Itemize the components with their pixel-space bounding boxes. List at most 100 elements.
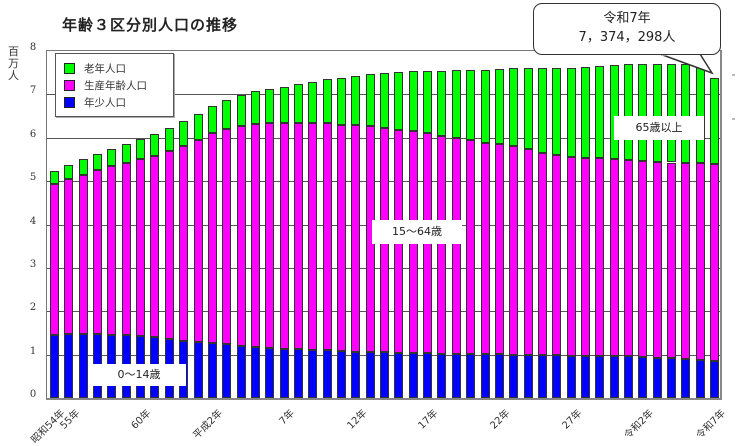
x-tick-label: 令和2年 <box>622 407 656 442</box>
bar-elderly <box>164 128 174 152</box>
decor-dot <box>732 74 735 76</box>
bar-working <box>624 159 633 357</box>
bar-young <box>537 355 547 398</box>
bar-working <box>552 154 562 356</box>
bar-elderly <box>523 67 533 150</box>
bar-young <box>265 347 275 398</box>
bar-stack <box>580 67 590 398</box>
bar-young <box>652 357 662 398</box>
legend-item-working: 生産年齢人口 <box>64 77 147 93</box>
bar-elderly <box>222 99 232 129</box>
bar-young <box>293 349 303 398</box>
bar-elderly <box>150 133 160 156</box>
x-tick-label: 令和7年 <box>694 407 728 442</box>
callout-year: 令和7年 <box>603 11 651 26</box>
callout-total: 令和7年 7，374，298人 <box>533 3 721 55</box>
bar-elderly <box>394 71 404 130</box>
bar-elderly <box>667 63 677 163</box>
bar-elderly <box>437 70 447 136</box>
bar-elderly <box>451 70 461 138</box>
bar-elderly <box>337 77 346 125</box>
legend: 老年人口 生産年齢人口 年少人口 <box>55 53 174 117</box>
bar-stack <box>523 67 533 398</box>
chart-title: 年齢３区分別人口の推移 <box>62 16 239 34</box>
bar-young <box>480 354 490 398</box>
bar-elderly <box>193 113 203 140</box>
bar-young <box>394 352 404 398</box>
bar-stack <box>150 133 160 398</box>
bar-elderly <box>380 72 390 128</box>
bar-young <box>207 343 217 398</box>
bar-elderly <box>78 159 88 175</box>
bar-working <box>250 123 260 347</box>
bar-working <box>207 133 217 344</box>
bar-working <box>222 128 232 345</box>
bar-young <box>638 357 648 398</box>
bar-young <box>423 353 433 398</box>
bar-working <box>236 126 246 346</box>
bar-stack <box>351 76 361 398</box>
bar-elderly <box>710 78 720 165</box>
label-working-age: 15～64歳 <box>372 220 462 244</box>
bar-elderly <box>250 90 260 124</box>
bar-elderly <box>695 63 705 164</box>
bar-working <box>322 123 332 351</box>
bar-stack <box>595 66 605 398</box>
bar-working <box>595 158 605 356</box>
bar-elderly <box>64 165 74 180</box>
bar-elderly <box>580 67 590 158</box>
bar-elderly <box>537 67 547 153</box>
bar-elderly <box>638 64 648 161</box>
bar-stack <box>337 77 346 398</box>
x-tick-label: 60年 <box>129 407 154 432</box>
bar-stack <box>164 128 174 398</box>
legend-swatch-magenta <box>64 79 75 91</box>
bar-stack <box>222 99 232 398</box>
bar-stack <box>652 63 662 398</box>
bar-working <box>136 159 146 336</box>
bar-working <box>150 155 160 338</box>
bar-working <box>710 164 720 362</box>
bar-elderly <box>351 76 361 126</box>
x-tick-label: 平成2年 <box>191 407 226 442</box>
bar-young <box>523 354 533 398</box>
bar-elderly <box>93 153 103 171</box>
bar-elderly <box>681 64 691 164</box>
bar-young <box>624 356 633 398</box>
bar-working <box>681 163 691 359</box>
bar-working <box>351 125 361 352</box>
bar-working <box>638 160 648 358</box>
bar-young <box>609 356 619 398</box>
bar-stack <box>451 70 461 398</box>
y-tick-label: 8 <box>29 42 37 53</box>
bar-young <box>78 334 88 398</box>
x-tick-label: 27年 <box>560 407 585 432</box>
bar-young <box>337 351 346 398</box>
bar-working <box>509 146 519 355</box>
bar-stack <box>537 67 547 398</box>
bar-elderly <box>107 148 117 167</box>
bar-elderly <box>494 68 504 144</box>
bar-young <box>408 352 418 398</box>
bar-working <box>293 123 303 350</box>
legend-item-elderly: 老年人口 <box>64 60 126 76</box>
bar-stack <box>179 121 189 398</box>
bar-working <box>667 162 677 359</box>
bar-working <box>193 139 203 343</box>
bar-working <box>78 174 88 335</box>
y-axis-unit: 百万人 <box>8 45 19 82</box>
bar-working <box>279 123 289 349</box>
bar-working <box>308 123 318 350</box>
legend-item-young: 年少人口 <box>64 94 126 110</box>
label-elderly-age: 65歳以上 <box>614 116 704 140</box>
bar-elderly <box>595 66 605 159</box>
bar-young <box>222 344 232 398</box>
legend-label: 年少人口 <box>84 96 126 109</box>
bar-working <box>466 139 476 354</box>
y-tick-label: 5 <box>29 172 37 184</box>
bar-stack <box>638 64 648 398</box>
bar-young <box>279 348 289 398</box>
y-tick-label: 2 <box>29 302 37 314</box>
bar-elderly <box>480 69 490 143</box>
bar-stack <box>107 148 117 398</box>
